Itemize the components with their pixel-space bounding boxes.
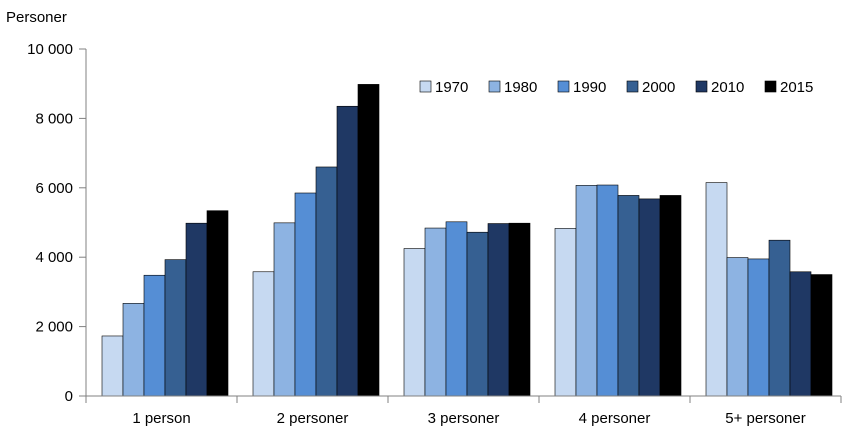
bar-2015-1 bbox=[357, 84, 380, 397]
x-category-label: 2 personer bbox=[277, 410, 349, 427]
legend-label-1980: 1980 bbox=[504, 79, 537, 96]
bar-1970-1 bbox=[252, 271, 275, 397]
bar-1980-3 bbox=[575, 185, 598, 397]
y-tick-label: 2 000 bbox=[35, 319, 73, 336]
bar-1990-0 bbox=[143, 274, 166, 397]
bar-1980-0 bbox=[122, 303, 145, 397]
bar-2010-1 bbox=[336, 105, 359, 397]
bar-1970-0 bbox=[101, 335, 124, 397]
bar-2000-2 bbox=[466, 231, 489, 397]
axes-group: 0 2 000 4 000 6 000 8 000 10 000 1 person 2 per… bbox=[27, 41, 842, 427]
legend-swatch-2010 bbox=[695, 80, 708, 93]
bar-1990-3 bbox=[596, 184, 619, 397]
bar-2000-4 bbox=[768, 239, 791, 397]
bar-2000-3 bbox=[617, 195, 640, 397]
legend-label-2000: 2000 bbox=[642, 79, 675, 96]
y-axis-unit-label: Personer bbox=[6, 9, 67, 26]
bar-2010-0 bbox=[185, 222, 208, 397]
bars-group bbox=[101, 84, 833, 397]
x-category-label: 4 personer bbox=[579, 410, 651, 427]
x-category-label: 1 person bbox=[132, 410, 190, 427]
bar-2015-4 bbox=[810, 274, 833, 397]
bar-2010-4 bbox=[789, 271, 812, 397]
y-tick-label: 8 000 bbox=[35, 110, 73, 127]
legend-swatch-2000 bbox=[626, 80, 639, 93]
x-category-label: 5+ personer bbox=[725, 410, 805, 427]
legend-label-1970: 1970 bbox=[435, 79, 468, 96]
bar-1970-2 bbox=[403, 248, 426, 397]
y-tick-label: 6 000 bbox=[35, 180, 73, 197]
legend-label-2010: 2010 bbox=[711, 79, 744, 96]
bar-1990-1 bbox=[294, 192, 317, 397]
legend-label-2015: 2015 bbox=[780, 79, 813, 96]
x-category-label: 3 personer bbox=[428, 410, 500, 427]
legend-swatch-2015 bbox=[764, 80, 777, 93]
bar-2010-2 bbox=[487, 223, 510, 397]
y-tick-label: 10 000 bbox=[27, 41, 73, 58]
legend-swatch-1980 bbox=[488, 80, 501, 93]
bar-1990-2 bbox=[445, 221, 468, 397]
y-tick-label: 0 bbox=[65, 388, 73, 405]
bar-2000-0 bbox=[164, 259, 187, 397]
bar-1980-1 bbox=[273, 222, 296, 397]
bar-1990-4 bbox=[747, 258, 770, 397]
bar-2015-0 bbox=[206, 210, 229, 397]
legend-label-1990: 1990 bbox=[573, 79, 606, 96]
legend-swatch-1970 bbox=[419, 80, 432, 93]
bar-1980-4 bbox=[726, 257, 749, 397]
bar-1970-4 bbox=[705, 182, 728, 397]
bar-2015-2 bbox=[508, 222, 531, 397]
legend-swatch-1990 bbox=[557, 80, 570, 93]
legend: 1970 1980 1990 2000 2010 2015 bbox=[419, 79, 813, 96]
bar-2010-3 bbox=[638, 198, 661, 397]
bar-2000-1 bbox=[315, 166, 338, 397]
bar-1970-3 bbox=[554, 228, 577, 397]
bar-2015-3 bbox=[659, 195, 682, 397]
bar-1980-2 bbox=[424, 227, 447, 397]
y-tick-label: 4 000 bbox=[35, 249, 73, 266]
